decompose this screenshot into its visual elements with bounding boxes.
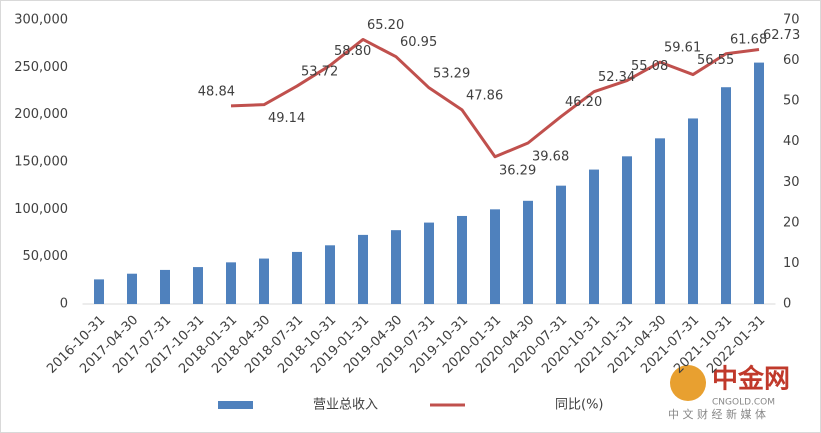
data-label: 52.34 [598, 70, 635, 85]
data-label: 55.08 [631, 59, 668, 74]
y2-tick-label: 10 [783, 256, 800, 271]
data-label: 61.68 [730, 32, 767, 47]
y-tick-label: 300,000 [14, 13, 68, 28]
bar [721, 87, 731, 304]
bar [391, 230, 401, 304]
data-label: 39.68 [532, 150, 569, 165]
y2-tick-label: 20 [783, 215, 800, 230]
bar [457, 215, 467, 304]
bar [754, 62, 764, 304]
bar [589, 169, 599, 304]
data-label: 62.73 [763, 28, 800, 43]
bar [655, 138, 665, 304]
y2-tick-label: 50 [783, 94, 800, 109]
line [230, 37, 760, 159]
bar [193, 267, 203, 304]
bar [622, 156, 632, 304]
data-label: 49.14 [268, 111, 305, 126]
y2-tick-label: 0 [783, 297, 791, 312]
data-label: 56.55 [697, 53, 734, 68]
watermark-site: CNGOLD.COM [712, 398, 775, 408]
data-label: 46.20 [565, 95, 602, 110]
bar [523, 200, 533, 304]
y-tick-label: 50,000 [23, 249, 69, 264]
data-label: 48.84 [198, 84, 235, 99]
y-tick-label: 250,000 [14, 60, 68, 75]
logo [670, 365, 706, 401]
data-label: 47.86 [466, 88, 503, 103]
bar [424, 222, 434, 304]
legend-label: 同比(%) [555, 398, 604, 413]
legend-swatch [218, 401, 253, 409]
y2-tick-label: 60 [783, 53, 800, 68]
data-label: 53.72 [301, 65, 338, 80]
y2-tick-label: 30 [783, 175, 800, 190]
bar [160, 269, 170, 304]
bar [556, 185, 566, 304]
bar [688, 118, 698, 304]
bar [259, 258, 269, 304]
data-label: 53.29 [433, 66, 470, 81]
bar [94, 279, 104, 304]
y2-tick-label: 70 [783, 13, 800, 28]
watermark-tagline: 中 文 财 经 新 媒 体 [668, 407, 766, 421]
y-tick-label: 0 [60, 297, 68, 312]
bar [490, 209, 500, 304]
legend-label: 营业总收入 [313, 398, 378, 413]
bar [127, 273, 137, 304]
data-label: 59.61 [664, 41, 701, 56]
data-label: 58.80 [334, 44, 371, 59]
bar [292, 251, 302, 304]
y2-tick-label: 40 [783, 134, 800, 149]
data-label: 65.20 [367, 18, 404, 33]
bar [358, 234, 368, 304]
data-label: 36.29 [499, 163, 536, 178]
y-tick-label: 200,000 [14, 107, 68, 122]
data-label: 60.95 [400, 35, 437, 50]
y-tick-label: 100,000 [14, 202, 68, 217]
watermark-brand: 中金网 [712, 364, 790, 395]
bar [325, 245, 335, 304]
bar [226, 262, 236, 304]
y-tick-label: 150,000 [14, 155, 68, 170]
